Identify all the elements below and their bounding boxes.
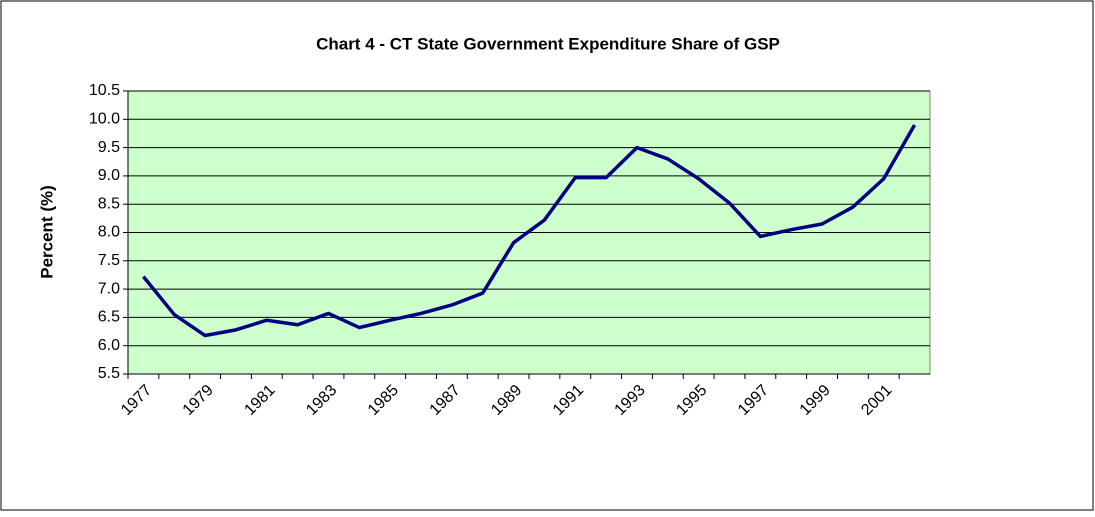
y-tick-label: 6.5 bbox=[98, 309, 120, 326]
y-tick-label: 7.0 bbox=[98, 280, 120, 297]
chart-title: Chart 4 - CT State Government Expenditur… bbox=[316, 34, 780, 53]
y-tick-label: 9.5 bbox=[98, 139, 120, 156]
data-line bbox=[142, 124, 917, 338]
y-tick-label: 8.0 bbox=[98, 224, 120, 241]
y-tick-label: 10.5 bbox=[89, 82, 120, 99]
y-tick-label: 9.0 bbox=[98, 167, 120, 184]
y-tick-label: 6.0 bbox=[98, 337, 120, 354]
y-tick-label: 8.5 bbox=[98, 195, 120, 212]
y-tick-label: 7.5 bbox=[98, 252, 120, 269]
y-axis-label: Percent (%) bbox=[37, 185, 56, 279]
y-tick-label: 5.5 bbox=[98, 365, 120, 382]
y-tick-label: 10.0 bbox=[89, 111, 120, 128]
